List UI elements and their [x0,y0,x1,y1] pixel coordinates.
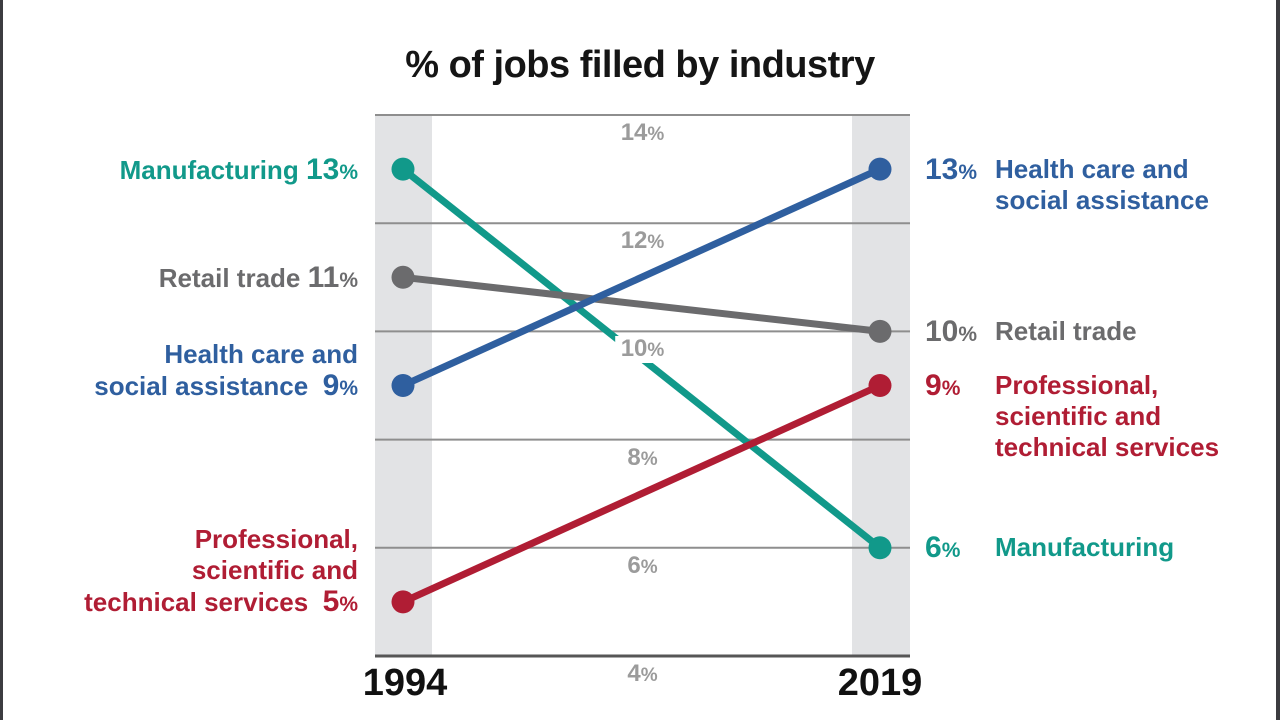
data-point-health-1994 [391,374,415,397]
y-tick-label-14: 14% [614,119,671,147]
y-tick-label-10: 10% [614,335,671,363]
percent-sign: % [958,160,978,184]
series-label-right-professional: 9% Professional, scientific and technical s… [925,370,1219,463]
y-tick-label-4: 4% [621,660,664,688]
value-number: 9 [322,369,340,402]
series-line-professional [401,382,882,606]
percent-sign: % [640,556,658,578]
label-line: Health care and [164,339,358,369]
label-line: Retail trade [995,315,1137,346]
y-tick-label-6: 6% [621,552,664,580]
percent-sign: % [958,322,978,346]
right-edge-bar [1276,0,1280,720]
label-line: social assistance [995,184,1209,215]
percent-sign: % [647,340,665,362]
label-text: Manufacturing [995,532,1174,563]
label-text: Health care and social assistance [995,154,1209,216]
label-line: Health care and [995,153,1189,184]
label-line: Professional, [995,370,1159,400]
percent-sign: % [640,665,658,686]
label-line: technical services 5% [84,585,358,619]
value-number: 9 [925,369,942,402]
left-edge-bar [0,0,3,720]
series-line-health [401,165,882,389]
label-line: Manufacturing 13% [119,152,358,186]
series-label-right-health: 13% Health care and social assistance [925,154,1209,216]
data-point-retail-1994 [391,265,415,289]
data-point-manufacturing-2019 [868,536,892,560]
percent-sign: % [339,377,358,400]
value-column: 9% [925,370,995,404]
percent-sign: % [647,124,665,145]
data-point-health-2019 [868,157,892,181]
chart-title: % of jobs filled by industry [405,44,875,86]
data-point-professional-1994 [391,590,415,614]
label-line: technical services [995,432,1220,462]
percent-sign: % [339,268,358,292]
label-line: Professional, [194,524,358,555]
value-number: 13 [925,152,959,186]
value-number: 10 [925,314,959,348]
y-tick-label-12: 12% [614,227,671,255]
series-label-left-health: Health care and social assistance 9% [94,339,358,404]
percent-sign: % [647,232,665,254]
percent-sign: % [339,593,358,617]
value-number: 11 [307,260,340,294]
value-column: 6% [925,532,995,566]
value-column: 10% [925,316,995,350]
data-point-professional-2019 [868,374,892,397]
label-line: scientific and [995,401,1162,431]
label-line: social assistance 9% [94,369,358,402]
series-label-right-manufacturing: 6% Manufacturing [925,532,1174,566]
series-label-left-professional: Professional, scientific and technical ser… [84,524,358,620]
percent-sign: % [339,160,358,184]
series-label-right-retail: 10% Retail trade [925,316,1137,350]
percent-sign: % [640,448,658,470]
label-text: Professional, scientific and technical ser… [995,370,1219,463]
y-tick-label-8: 8% [621,444,664,471]
label-line: Retail trade 11% [158,260,358,294]
percent-sign: % [941,377,961,400]
value-number: 5 [322,585,340,619]
x-axis-label-2019: 2019 [837,662,923,704]
series-label-left-manufacturing: Manufacturing 13% [120,154,358,188]
label-line: Manufacturing [995,532,1175,563]
label-line: scientific and [191,555,358,586]
value-column: 13% [925,154,995,188]
data-point-manufacturing-1994 [391,157,415,181]
series-label-left-retail: Retail trade 11% [159,262,358,296]
plot-area: 14% 12% 10% 8% 6% 4% [375,114,910,688]
series-line-retail [402,273,881,335]
x-axis-label-1994: 1994 [362,662,448,704]
percent-sign: % [941,539,961,563]
value-number: 13 [305,152,340,186]
value-number: 6 [925,531,942,565]
label-text: Retail trade [995,316,1137,347]
data-point-retail-2019 [868,319,892,343]
